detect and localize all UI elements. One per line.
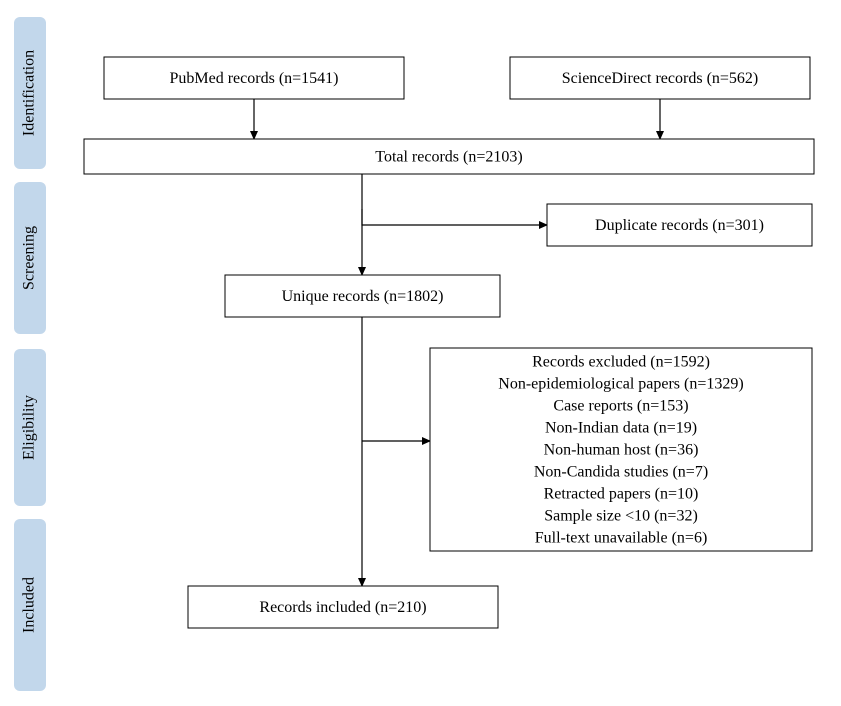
edge-total-to-duplicates bbox=[362, 209, 547, 225]
node-text: Case reports (n=153) bbox=[553, 397, 688, 414]
node-sciencedirect: ScienceDirect records (n=562) bbox=[510, 57, 810, 99]
node-text: Non-Candida studies (n=7) bbox=[534, 463, 708, 480]
node-text: Duplicate records (n=301) bbox=[595, 217, 764, 234]
node-included_box: Records included (n=210) bbox=[188, 586, 498, 628]
node-text: ScienceDirect records (n=562) bbox=[562, 70, 759, 87]
node-text: Total records (n=2103) bbox=[375, 148, 522, 165]
node-text: Retracted papers (n=10) bbox=[544, 485, 699, 502]
node-duplicates: Duplicate records (n=301) bbox=[547, 204, 812, 246]
node-text: PubMed records (n=1541) bbox=[170, 70, 339, 87]
stage-label: Screening bbox=[21, 226, 38, 290]
stage-label: Identification bbox=[21, 50, 38, 136]
stage-included: Included bbox=[14, 519, 46, 691]
prisma-flowchart: Identification Screening Eligibility Includ… bbox=[0, 0, 841, 706]
node-unique: Unique records (n=1802) bbox=[225, 275, 500, 317]
stage-eligibility: Eligibility bbox=[14, 349, 46, 506]
stage-screening: Screening bbox=[14, 182, 46, 334]
node-excluded: Records excluded (n=1592) Non-epidemiolog… bbox=[430, 348, 812, 551]
node-pubmed: PubMed records (n=1541) bbox=[104, 57, 404, 99]
node-text: Full-text unavailable (n=6) bbox=[535, 529, 708, 546]
node-text: Records included (n=210) bbox=[259, 599, 426, 616]
node-text: Sample size <10 (n=32) bbox=[544, 507, 698, 524]
node-text: Non-human host (n=36) bbox=[544, 441, 699, 458]
node-text: Non-Indian data (n=19) bbox=[545, 419, 697, 436]
node-text: Non-epidemiological papers (n=1329) bbox=[498, 375, 743, 392]
stage-identification: Identification bbox=[14, 17, 46, 169]
stage-label: Included bbox=[21, 577, 38, 633]
stage-label: Eligibility bbox=[21, 395, 38, 460]
node-total: Total records (n=2103) bbox=[84, 139, 814, 174]
node-text: Records excluded (n=1592) bbox=[532, 353, 710, 370]
node-text: Unique records (n=1802) bbox=[282, 288, 444, 305]
